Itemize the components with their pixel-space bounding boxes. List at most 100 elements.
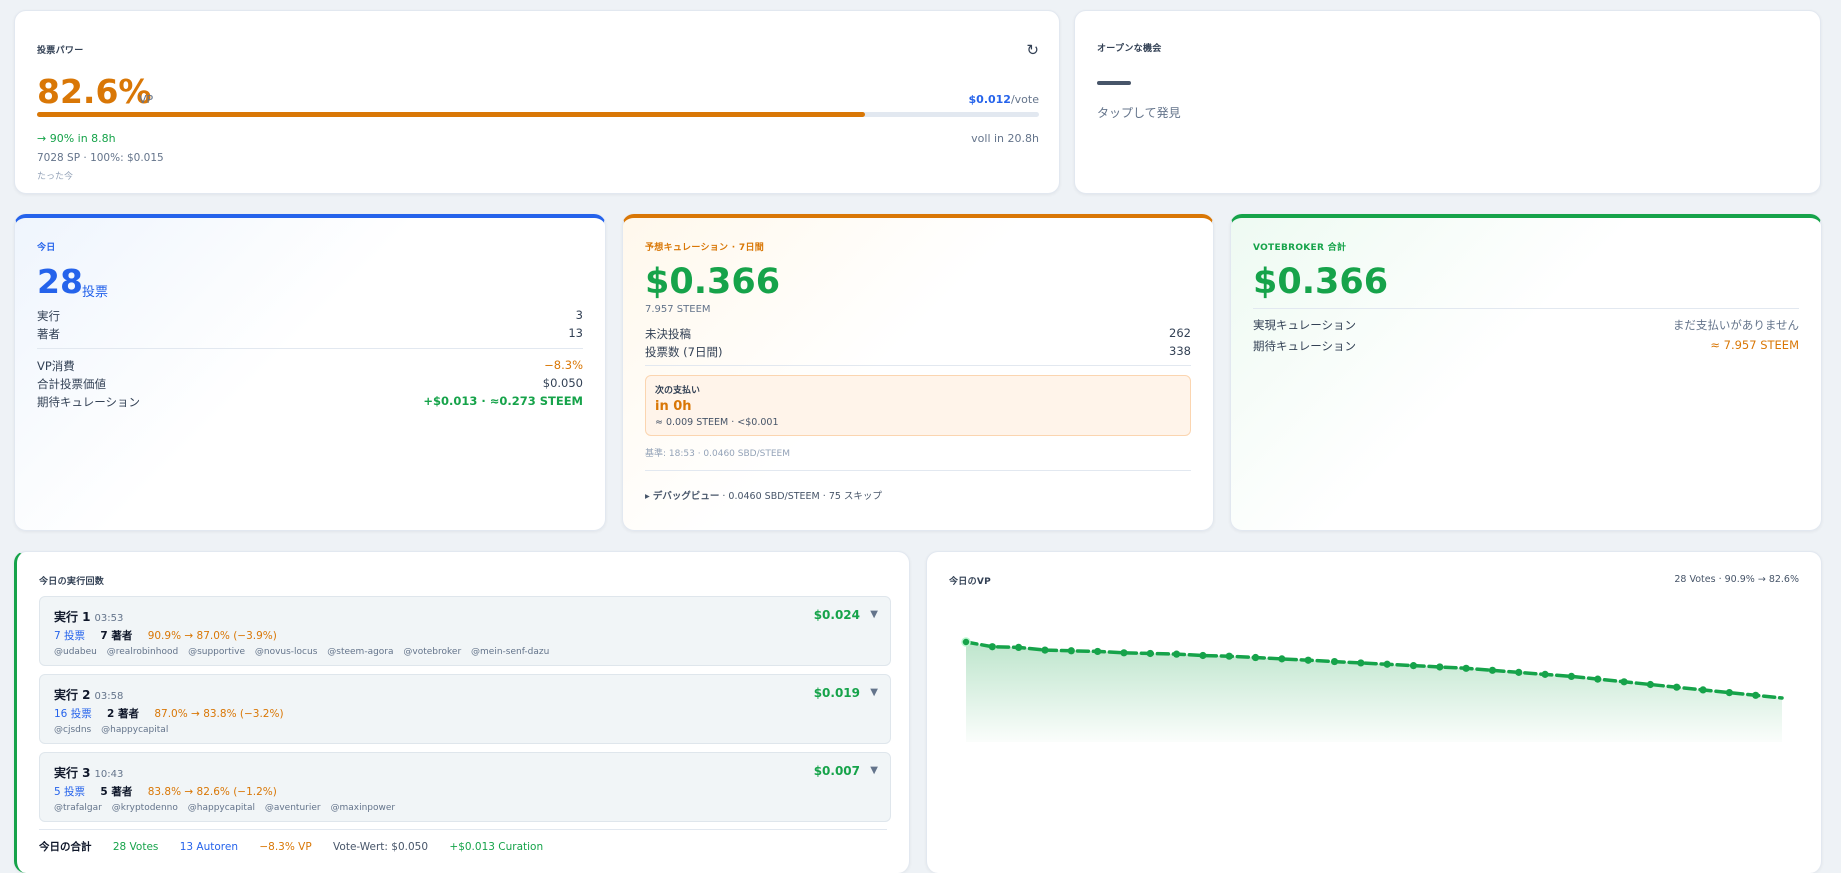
divider <box>37 348 583 349</box>
vp-data-point <box>1304 656 1312 664</box>
divider <box>645 470 1191 471</box>
debug-view-detail: · 0.0460 SBD/STEEM · 75 スキップ <box>722 491 882 502</box>
today-row-authors: 著者 13 <box>37 326 583 342</box>
today-row-vp-used: VP消費 −8.3% <box>37 358 583 374</box>
run-user: @trafalgar <box>54 803 102 813</box>
vp-data-point <box>1594 675 1602 683</box>
run-name: 実行 2 <box>54 688 91 702</box>
curation-value: $0.366 <box>645 262 781 302</box>
run-vp-change: 87.0% → 83.8% (−3.2%) <box>154 708 284 720</box>
vp-data-point <box>1725 689 1733 697</box>
voting-power-value: 82.6% <box>37 72 152 111</box>
vp-data-point <box>1146 649 1154 658</box>
run-heading: 実行 2 03:58 <box>54 686 123 703</box>
vp-data-point <box>1120 649 1128 657</box>
row-value: ≈ 7.957 STEEM <box>1710 338 1799 352</box>
vp-data-point <box>1041 646 1049 654</box>
run-user: @novus-locus <box>254 647 318 657</box>
row-value: $0.050 <box>542 376 583 390</box>
vp-chart-title: 今日のVP <box>949 577 992 587</box>
run-item[interactable]: 実行 1 03:53 $0.024 ▼ 7 投票 7 著者 90.9% → 87.… <box>39 596 891 666</box>
run-votes: 16 投票 <box>54 708 92 720</box>
next-payout-box: 次の支払い in 0h ≈ 0.009 STEEM · <$0.001 <box>645 375 1191 436</box>
full-eta: voll in 20.8h <box>971 132 1039 145</box>
chevron-down-icon[interactable]: ▼ <box>870 687 878 698</box>
chevron-down-icon[interactable]: ▼ <box>870 609 878 620</box>
curation-row-pending: 未決投稿 262 <box>645 326 1191 342</box>
summary-votes: 28 Votes <box>112 841 159 853</box>
run-users: @udabeu @realrobinhood @supportive @novu… <box>54 647 556 657</box>
vp-data-point <box>1646 680 1654 689</box>
debug-view-toggle[interactable]: ▸ デバッグビュー · 0.0460 SBD/STEEM · 75 スキップ <box>645 488 882 502</box>
divider <box>645 365 1191 366</box>
vp-line <box>964 640 1784 700</box>
run-heading: 実行 1 03:53 <box>54 608 123 625</box>
expected-curation-card: 予想キュレーション · 7日間 $0.366 7.957 STEEM 未決投稿 … <box>622 214 1214 531</box>
vote-value-suffix: /vote <box>1010 93 1039 106</box>
vp-data-point <box>1409 662 1418 670</box>
run-authors: 7 著者 <box>100 630 133 642</box>
row-value: 3 <box>575 308 583 322</box>
vp-data-point <box>1330 657 1339 666</box>
run-user: @cjsdns <box>54 725 92 735</box>
run-heading: 実行 3 10:43 <box>54 764 123 781</box>
run-user: @maxinpower <box>330 803 396 813</box>
vp-data-point <box>1357 659 1365 667</box>
vp-chart-card: 今日のVP 28 Votes · 90.9% → 82.6% <box>926 551 1822 873</box>
todays-runs-card: 今日の実行回数 実行 1 03:53 $0.024 ▼ 7 投票 7 著者 90.… <box>14 551 910 873</box>
row-value: 13 <box>568 326 583 340</box>
run-authors: 5 著者 <box>100 786 133 798</box>
open-auctions-card[interactable]: オープンな機会 タップして発見 <box>1074 10 1821 194</box>
run-stats: 5 投票 5 著者 83.8% → 82.6% (−1.2%) <box>54 784 289 799</box>
vp-data-point <box>1015 643 1023 651</box>
vp-data-point <box>1436 663 1444 671</box>
recharge-eta: → 90% in 8.8h <box>37 132 116 145</box>
today-vote-unit: 投票 <box>82 285 109 300</box>
vp-data-point <box>1462 664 1470 672</box>
run-votes: 7 投票 <box>54 630 86 642</box>
votebroker-total-card: VOTEBROKER 合計 $0.366 実現キュレーション まだ支払いがありま… <box>1230 214 1822 531</box>
row-value: まだ支払いがありません <box>1672 318 1799 332</box>
open-auctions-hint[interactable]: タップして発見 <box>1097 106 1181 120</box>
row-value: 262 <box>1169 326 1191 340</box>
vote-value: $0.012/vote <box>969 93 1039 106</box>
vp-data-point <box>988 643 996 651</box>
next-payout-detail: ≈ 0.009 STEEM · <$0.001 <box>655 417 779 428</box>
votebroker-row-realized: 実現キュレーション まだ支払いがありません <box>1253 317 1799 333</box>
vp-data-point <box>1620 678 1628 686</box>
run-votes: 5 投票 <box>54 786 86 798</box>
vp-data-point <box>1251 653 1260 662</box>
today-row-runs: 実行 3 <box>37 308 583 324</box>
vp-data-point <box>1488 666 1497 674</box>
summary-vote-value: Vote-Wert: $0.050 <box>333 841 429 853</box>
curation-row-votes: 投票数 (7日間) 338 <box>645 344 1191 360</box>
vp-data-point <box>1541 670 1549 678</box>
loading-dash <box>1097 81 1131 85</box>
vote-value-amount: $0.012 <box>968 93 1011 106</box>
run-user: @votebroker <box>403 647 462 657</box>
row-label: 合計投票価値 <box>37 377 106 391</box>
voting-power-card: 投票パワー ↻ 82.6% VP $0.012/vote → 90% in 8.… <box>14 10 1060 194</box>
summary-vp: −8.3% VP <box>259 841 312 853</box>
row-value: 338 <box>1169 344 1191 358</box>
runs-summary: 今日の合計 28 Votes 13 Autoren −8.3% VP Vote-… <box>39 839 561 854</box>
run-value: $0.024 <box>813 608 860 622</box>
today-card: 今日 28 投票 実行 3 著者 13 VP消費 −8.3% 合計投票価値 $0… <box>14 214 606 531</box>
run-time: 10:43 <box>94 769 124 780</box>
run-user: @supportive <box>188 647 245 657</box>
run-user: @happycapital <box>101 725 169 735</box>
chevron-down-icon[interactable]: ▼ <box>870 765 878 776</box>
vp-data-point <box>961 637 971 647</box>
vp-data-point <box>1699 686 1707 694</box>
votebroker-title: VOTEBROKER 合計 <box>1253 243 1347 253</box>
run-stats: 16 投票 2 著者 87.0% → 83.8% (−3.2%) <box>54 706 296 721</box>
vp-line-chart <box>961 637 1784 742</box>
updated-timestamp: たった今 <box>37 172 74 182</box>
run-item[interactable]: 実行 3 10:43 $0.007 ▼ 5 投票 5 著者 83.8% → 82.… <box>39 752 891 822</box>
refresh-icon[interactable]: ↻ <box>1026 41 1039 59</box>
votebroker-row-expected: 期待キュレーション ≈ 7.957 STEEM <box>1253 338 1799 354</box>
run-item[interactable]: 実行 2 03:58 $0.019 ▼ 16 投票 2 著者 87.0% → 83… <box>39 674 891 744</box>
vp-data-point <box>1673 683 1681 691</box>
open-auctions-title: オープンな機会 <box>1097 44 1162 54</box>
run-user: @realrobinhood <box>106 647 179 657</box>
